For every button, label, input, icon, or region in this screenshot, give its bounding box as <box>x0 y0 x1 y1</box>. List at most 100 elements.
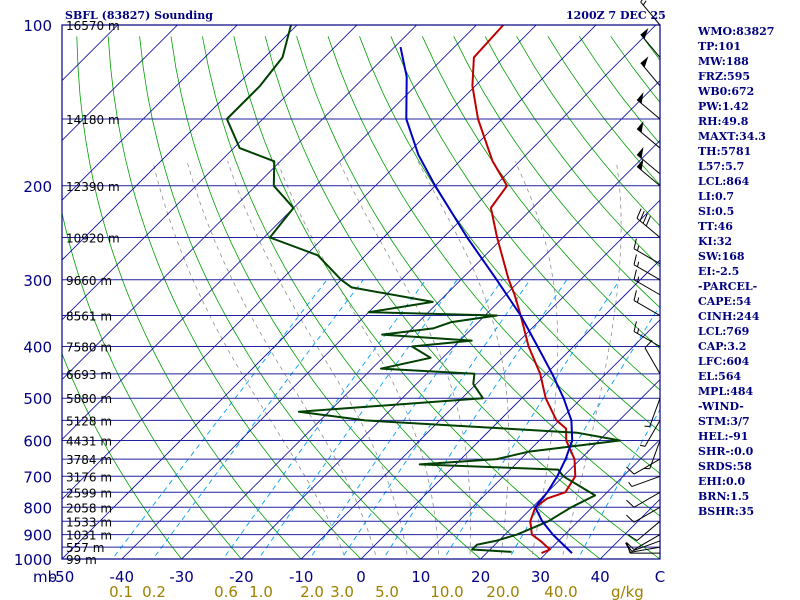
dewpoint-trace <box>225 25 621 553</box>
barb-pennant <box>637 146 644 159</box>
wind-barb <box>633 238 661 265</box>
sounding-indices-panel: WMO:83827 TP:101 MW:188 FRZ:595 WB0:672 PW:1.… <box>698 24 798 519</box>
pressure-tick-label: 400 <box>23 339 52 357</box>
barb-staff <box>649 440 661 469</box>
barb-staff <box>644 347 661 375</box>
temperature-trace <box>471 25 577 555</box>
mixing-ratio-label: 0.2 <box>142 583 166 600</box>
barb-flag <box>626 542 635 550</box>
pressure-tick-label: 1000 <box>14 551 52 569</box>
barb-flag <box>628 534 638 542</box>
barb-half-flag <box>639 444 646 447</box>
barb-staff <box>636 217 661 238</box>
wind-barb <box>640 28 661 58</box>
barb-pennant <box>640 56 649 68</box>
height-label: 2599 m <box>66 486 112 500</box>
height-label: 8561 m <box>66 310 112 324</box>
barb-staff <box>633 248 661 265</box>
index-line: L57:5.7 <box>698 160 745 173</box>
temperature-tick-label: 40 <box>591 568 610 586</box>
barb-staff <box>633 458 661 475</box>
pressure-tick-label: 100 <box>23 17 52 35</box>
index-line: STM:3/7 <box>698 415 750 428</box>
barb-half-flag <box>636 297 640 303</box>
wind-barb <box>626 506 661 523</box>
wind-barb <box>628 520 661 542</box>
temperature-tick-label: 10 <box>411 568 430 586</box>
height-label: 6693 m <box>66 368 112 382</box>
dry-adiabat <box>359 36 660 433</box>
mixing-ratio-line <box>152 279 364 559</box>
barb-staff <box>636 99 661 120</box>
height-label: 5128 m <box>66 414 112 428</box>
index-line: SI:0.5 <box>698 205 735 218</box>
mixing-ratio-label: 0.1 <box>109 583 133 600</box>
mixing-ratio-line <box>258 279 458 559</box>
moist-adiabat <box>227 161 409 559</box>
barb-half-flag <box>636 245 640 251</box>
pressure-tick-label: 900 <box>23 527 52 545</box>
isotherm <box>62 25 597 559</box>
index-line: SHR-:0.0 <box>698 445 754 458</box>
index-line: PW:1.42 <box>698 100 749 113</box>
temperature-tick-label: -10 <box>289 568 314 586</box>
barb-half-flag <box>642 0 647 6</box>
isotherm <box>62 25 418 381</box>
index-line: LFC:604 <box>698 355 750 368</box>
isotherm <box>360 259 660 559</box>
barb-staff <box>633 264 661 281</box>
moist-adiabat <box>514 161 559 559</box>
moist-adiabats <box>152 161 622 559</box>
barb-flag <box>626 466 635 475</box>
barb-staff <box>640 34 661 58</box>
plot-border <box>61 24 661 560</box>
isotherm <box>420 319 660 559</box>
index-line: EL:564 <box>698 370 742 383</box>
dry-adiabat <box>62 211 242 559</box>
temperature-tick-label: 30 <box>531 568 550 586</box>
index-line: TP:101 <box>698 40 742 53</box>
y-axis-label: mb <box>33 568 57 586</box>
wind-barbs <box>625 0 661 554</box>
wind-barb <box>633 321 661 347</box>
barb-staff <box>633 331 661 347</box>
moist-adiabat <box>152 161 347 559</box>
index-line: HEL:-91 <box>698 430 749 443</box>
barb-pennant <box>637 158 644 171</box>
isotherm <box>539 438 660 559</box>
height-label: 99 m <box>66 553 97 567</box>
moist-adiabat <box>338 161 471 559</box>
wind-barb <box>626 491 661 508</box>
mixing-ratio-line <box>382 279 568 559</box>
plot-frame <box>61 24 661 560</box>
barb-staff <box>633 534 661 550</box>
dry-adiabat <box>202 36 541 559</box>
mixing-ratio-label: 3.0 <box>330 583 354 600</box>
sounding-traces <box>225 25 621 555</box>
barb-flag <box>633 321 637 332</box>
barb-pennant <box>637 92 644 104</box>
index-line: WB0:672 <box>698 85 755 98</box>
index-line: EI:-2.5 <box>698 265 740 278</box>
height-label: 10920 m <box>66 231 120 245</box>
barb-staff <box>633 491 661 508</box>
mixing-ratio-line <box>309 279 503 559</box>
barb-flag <box>626 499 635 508</box>
isotherms <box>62 25 660 559</box>
barb-staff <box>636 128 661 149</box>
isotherm <box>300 199 660 559</box>
temperature-tick-label: -50 <box>50 568 75 586</box>
isotherm <box>240 139 660 559</box>
height-label: 9660 m <box>66 274 112 288</box>
wind-barb <box>626 534 661 550</box>
barb-staff <box>640 1 661 26</box>
barb-staff <box>630 546 661 553</box>
height-label: 16570 m <box>66 19 120 33</box>
dry-adiabat <box>421 36 660 350</box>
index-line: SW:168 <box>698 250 745 263</box>
height-label: 3176 m <box>66 470 112 484</box>
mixing-ratio-label: 10.0 <box>430 583 463 600</box>
sounding-time: 1200Z 7 DEC 25 <box>566 9 666 22</box>
